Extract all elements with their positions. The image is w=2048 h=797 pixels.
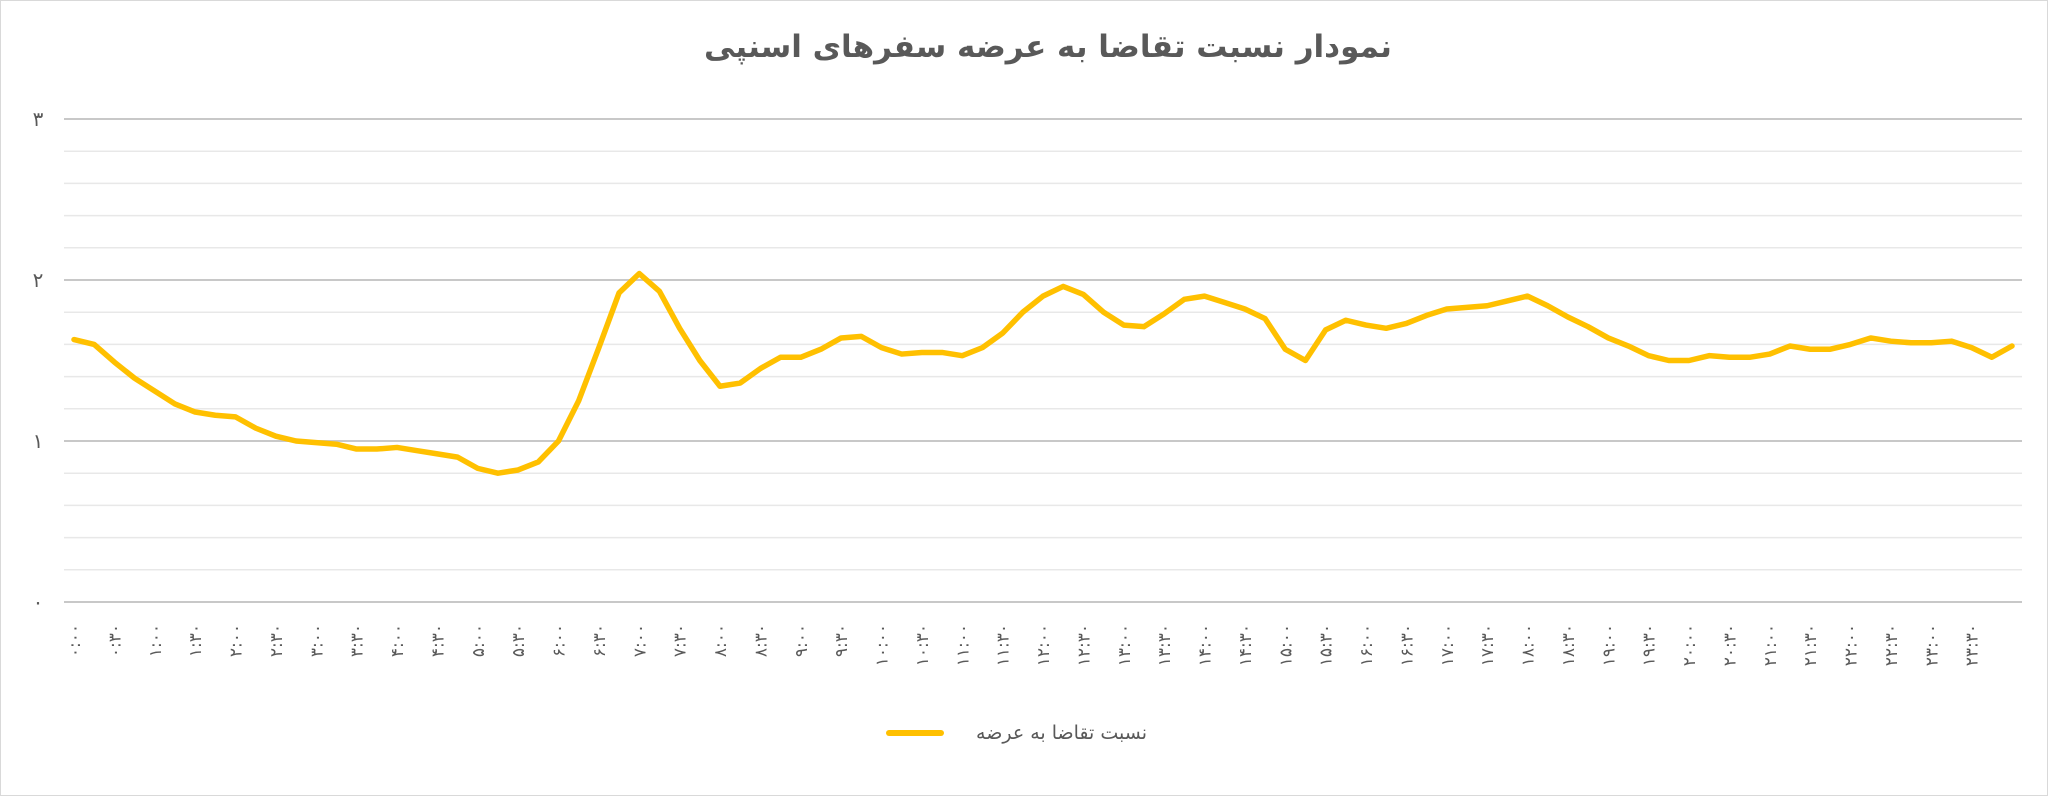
x-tick-label: ۱۱:۳۰ [994,624,1014,666]
x-tick-label: ۲:۳۰ [267,624,287,657]
x-tick-label: ۶:۳۰ [590,624,610,657]
x-tick-label: ۲۳:۰۰ [1922,624,1942,666]
x-tick-label: ۲:۰۰ [227,624,247,657]
x-tick-label: ۱:۰۰ [146,624,166,657]
x-tick-label: ۸:۰۰ [711,624,731,657]
x-tick-label: ۱۹:۳۰ [1640,624,1660,666]
x-tick-label: ۶:۰۰ [550,624,570,657]
x-tick-label: ۰:۰۰ [65,624,85,657]
series-layer [71,270,2015,476]
x-tick-label: ۲۳:۳۰ [1963,624,1983,666]
legend-label: نسبت تقاضا به عرضه [976,722,1147,744]
x-tick-label: ۱۳:۳۰ [1155,624,1175,666]
y-axis-tick-labels: ۰ ۱ ۲ ۳ [33,107,44,614]
x-tick-label: ۷:۰۰ [630,624,650,657]
x-tick-label: ۸:۳۰ [751,624,771,657]
x-tick-label: ۱۹:۰۰ [1599,624,1619,666]
x-tick-label: ۲۰:۳۰ [1720,624,1740,666]
y-tick-label: ۱ [33,429,44,453]
x-tick-label: ۱۰:۰۰ [873,624,893,666]
x-tick-label: ۱۶:۰۰ [1357,624,1377,666]
x-tick-label: ۱۷:۳۰ [1478,624,1498,666]
x-tick-label: ۵:۳۰ [509,624,529,657]
x-tick-label: ۰:۳۰ [105,624,125,657]
x-tick-label: ۱۸:۰۰ [1519,624,1539,666]
x-tick-label: ۱۴:۳۰ [1236,624,1256,666]
y-tick-label: ۲ [33,268,44,292]
series-line [71,270,2015,476]
x-axis-tick-labels: ۰:۰۰ ۰:۳۰ ۱:۰۰ ۱:۳۰ ۲:۰۰ ۲:۳۰ ۳:۰۰ ۳:۳۰ ۴:۰۰ ۴:۳۰… [65,624,1983,666]
chart-title: نمودار نسبت تقاضا به عرضه سفرهای اسنپی [704,29,1392,65]
x-tick-label: ۱۴:۰۰ [1196,624,1216,666]
x-tick-label: ۱۰:۳۰ [913,624,933,666]
grid [64,118,2022,603]
x-tick-label: ۱۷:۰۰ [1438,624,1458,666]
legend: نسبت تقاضا به عرضه [886,722,1147,744]
x-tick-label: ۱۲:۰۰ [1034,624,1054,666]
x-tick-label: ۱۵:۰۰ [1276,624,1296,666]
x-tick-label: ۹:۰۰ [792,624,812,657]
x-tick-label: ۳:۳۰ [348,624,368,657]
x-tick-label: ۳:۰۰ [307,624,327,657]
x-tick-label: ۲۱:۰۰ [1761,624,1781,666]
x-tick-label: ۴:۰۰ [388,624,408,657]
x-tick-label: ۹:۳۰ [832,624,852,657]
x-tick-label: ۱۲:۳۰ [1074,624,1094,666]
x-tick-label: ۲۲:۰۰ [1842,624,1862,666]
x-tick-label: ۱۱:۰۰ [953,624,973,666]
y-tick-label: ۰ [33,590,44,614]
x-tick-label: ۱۵:۳۰ [1317,624,1337,666]
x-tick-label: ۱۸:۳۰ [1559,624,1579,666]
x-tick-label: ۲۱:۳۰ [1801,624,1821,666]
x-tick-label: ۲۲:۳۰ [1882,624,1902,666]
x-tick-label: ۱۶:۳۰ [1397,624,1417,666]
x-tick-label: ۷:۳۰ [671,624,691,657]
x-tick-label: ۱:۳۰ [186,624,206,657]
x-tick-label: ۴:۳۰ [428,624,448,657]
x-tick-label: ۲۰:۰۰ [1680,624,1700,666]
x-tick-label: ۱۳:۰۰ [1115,624,1135,666]
x-tick-label: ۵:۰۰ [469,624,489,657]
y-tick-label: ۳ [33,107,44,131]
